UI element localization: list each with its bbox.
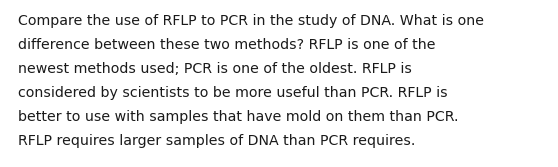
Text: Compare the use of RFLP to PCR in the study of DNA. What is one: Compare the use of RFLP to PCR in the st… bbox=[18, 14, 484, 28]
Text: considered by scientists to be more useful than PCR. RFLP is: considered by scientists to be more usef… bbox=[18, 86, 448, 100]
Text: RFLP requires larger samples of DNA than PCR requires.: RFLP requires larger samples of DNA than… bbox=[18, 134, 415, 148]
Text: better to use with samples that have mold on them than PCR.: better to use with samples that have mol… bbox=[18, 110, 459, 124]
Text: difference between these two methods? RFLP is one of the: difference between these two methods? RF… bbox=[18, 38, 435, 52]
Text: newest methods used; PCR is one of the oldest. RFLP is: newest methods used; PCR is one of the o… bbox=[18, 62, 412, 76]
